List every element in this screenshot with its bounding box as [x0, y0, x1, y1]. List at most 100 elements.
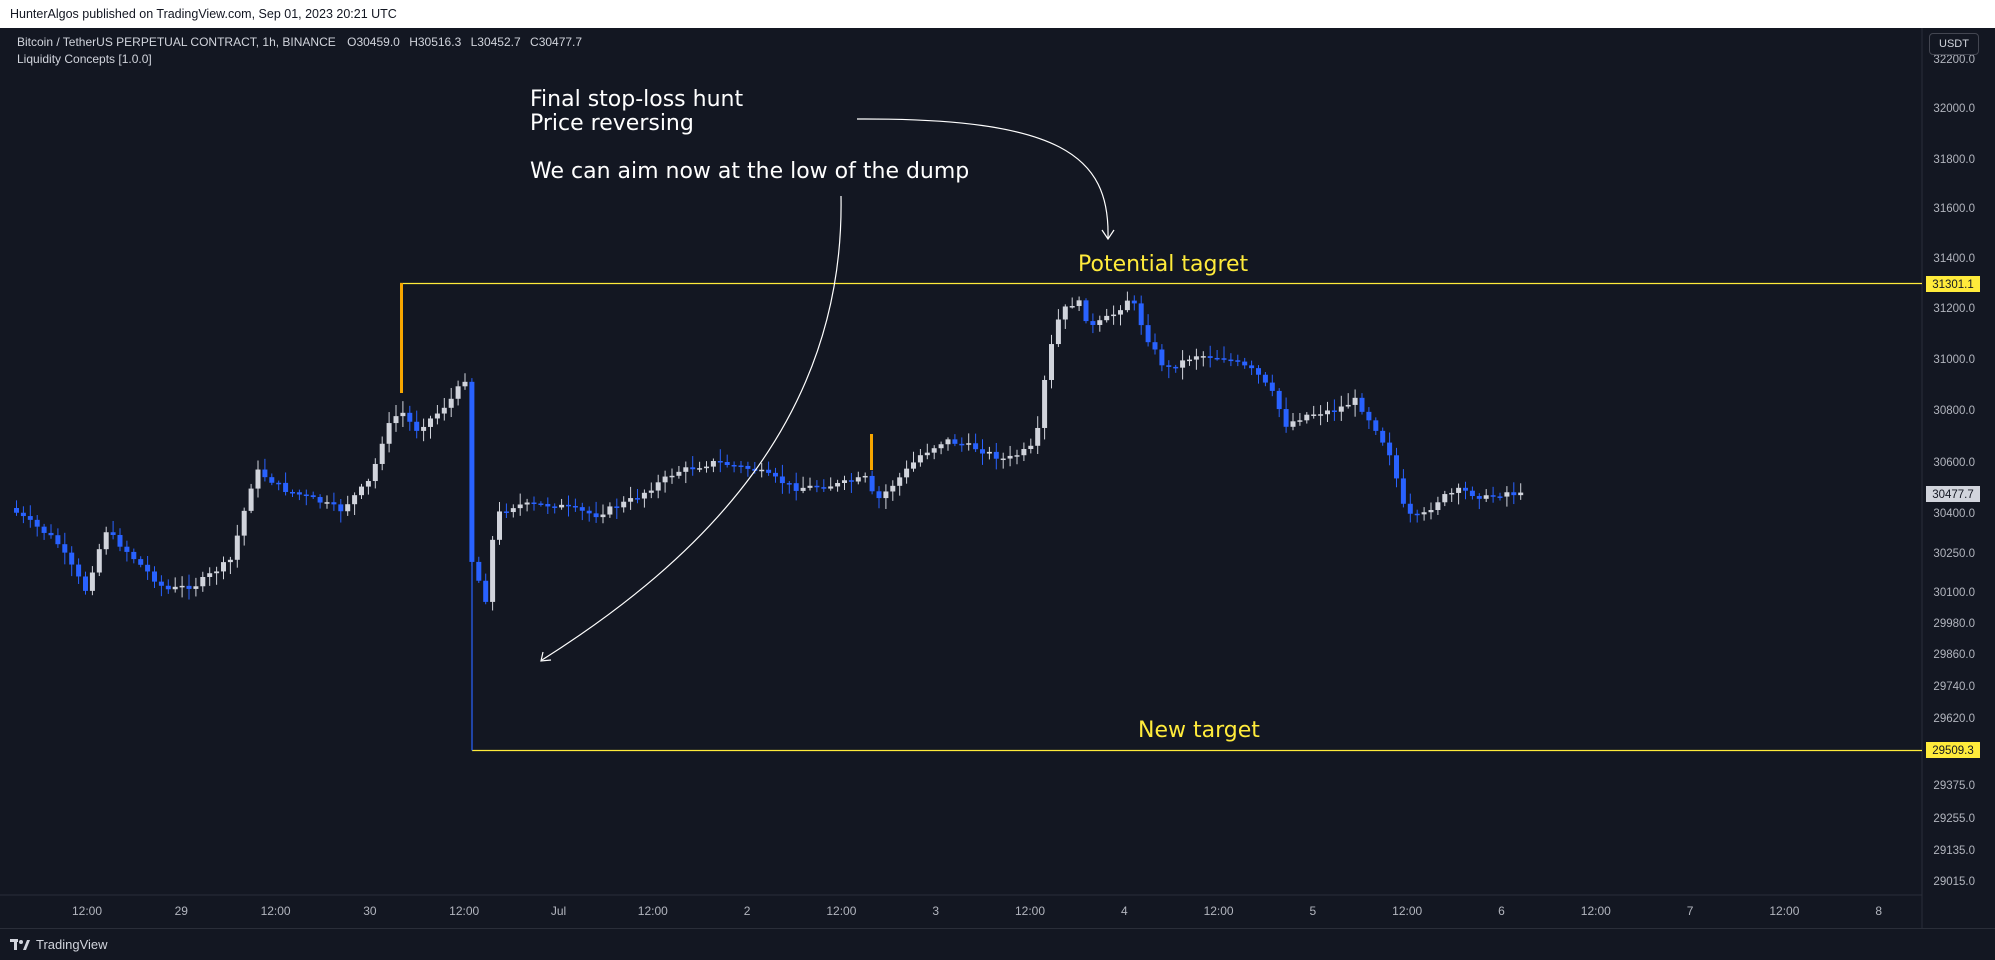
level-tag-top-bg	[1926, 276, 1980, 292]
candle-body	[1297, 420, 1303, 422]
candle-body	[848, 480, 854, 482]
time-tick-label: 12:00	[261, 904, 291, 918]
annotation-arrows	[540, 118, 1115, 662]
candle-body	[842, 480, 847, 484]
candle-body	[1173, 366, 1179, 369]
legend-open: 30459.0	[356, 35, 400, 49]
candle-body	[1421, 512, 1427, 515]
candle-body	[1104, 315, 1110, 321]
candle-body	[476, 561, 482, 581]
candle-body	[821, 487, 827, 489]
arrowhead-right	[1101, 229, 1115, 241]
candle-body	[138, 559, 144, 565]
candle-body	[931, 448, 937, 453]
candle-body	[621, 501, 627, 508]
candle-body	[876, 491, 882, 499]
candle-body	[200, 577, 206, 587]
candle-body	[441, 407, 447, 414]
candle-body	[973, 443, 979, 450]
candle-body	[1021, 449, 1027, 456]
chart-area[interactable]	[0, 28, 1995, 928]
time-tick-label: 12:00	[449, 904, 479, 918]
candle-body	[283, 482, 289, 492]
candle-body	[331, 502, 337, 505]
candle-body	[241, 510, 247, 536]
legend-low-label: L	[470, 35, 478, 49]
candle-body	[165, 585, 171, 590]
candle-body	[117, 534, 123, 547]
candle-body	[1118, 310, 1123, 315]
candle-body	[800, 487, 806, 491]
candle-body	[469, 381, 475, 562]
legend-indicator[interactable]: Liquidity Concepts [1.0.0]	[17, 52, 152, 66]
price-axis[interactable]: 32200.0 32000.0 31800.0 31600.0 31400.0 31200…	[1933, 54, 1975, 888]
candle-body	[945, 439, 951, 445]
candle-body	[1049, 344, 1054, 380]
candle-body	[345, 504, 351, 512]
price-tick-label: 31200.0	[1933, 303, 1975, 315]
candle-body	[48, 532, 54, 536]
candle-body	[1400, 478, 1406, 504]
candle-body	[1228, 359, 1234, 362]
candle-body	[20, 512, 26, 517]
candle-body	[1262, 374, 1268, 383]
candle-body	[1180, 360, 1186, 368]
candle-body	[1138, 303, 1144, 326]
candle-body	[635, 498, 640, 500]
candle-body	[131, 551, 137, 560]
candle-body	[62, 544, 68, 553]
candle-body	[110, 532, 116, 535]
candle-body	[779, 476, 785, 484]
candle-body	[421, 426, 427, 431]
candle-body	[1511, 492, 1517, 496]
candle-body	[655, 482, 661, 491]
candle-body	[1187, 359, 1192, 362]
candle-body	[1083, 300, 1089, 322]
time-tick-label: 4	[1121, 904, 1128, 918]
price-tick-label: 31800.0	[1933, 154, 1975, 166]
tradingview-logo[interactable]: TradingView	[10, 937, 108, 952]
candle-body	[1318, 414, 1324, 416]
level-tag-top: 31301.1	[1932, 279, 1974, 291]
candlestick-chart[interactable]: Final stop-loss hunt Price reversing We …	[0, 28, 1995, 928]
legend-high-label: H	[409, 35, 418, 49]
candle-body	[27, 516, 33, 520]
candle-body	[1394, 455, 1399, 479]
candle-body	[310, 495, 316, 498]
time-axis[interactable]: 12:00 29 12:00 30 12:00 Jul 12:00 2 12:00 3 12:00 4…	[72, 904, 1882, 918]
currency-button[interactable]: USDT	[1929, 33, 1979, 55]
legend-symbol[interactable]: Bitcoin / TetherUS PERPETUAL CONTRACT, 1…	[17, 35, 336, 49]
candle-body	[1435, 502, 1441, 511]
time-tick-label: 2	[744, 904, 751, 918]
candle-body	[648, 490, 654, 493]
candle-body	[1221, 358, 1227, 360]
candle-body	[1387, 442, 1393, 456]
candle-body	[255, 469, 261, 489]
arrow-curve-right	[856, 118, 1109, 239]
time-tick-label: 7	[1687, 904, 1694, 918]
candle-body	[69, 552, 75, 565]
candle-body	[1449, 492, 1455, 495]
candle-body	[1007, 455, 1013, 459]
candle-body	[524, 502, 530, 505]
candle-body	[490, 539, 496, 602]
time-tick-label: Jul	[551, 904, 566, 918]
candle-body	[1497, 496, 1503, 498]
candle-body	[1276, 390, 1282, 410]
candle-body	[510, 508, 516, 513]
price-tick-label: 29620.0	[1933, 713, 1975, 725]
candle-body	[365, 481, 371, 487]
time-tick-label: 12:00	[72, 904, 102, 918]
candle-body	[186, 585, 192, 589]
candle-body	[938, 444, 944, 449]
candle-body	[738, 465, 744, 467]
legend-row-symbol: Bitcoin / TetherUS PERPETUAL CONTRACT, 1…	[17, 34, 588, 51]
annotation-line-3: We can aim now at the low of the dump	[530, 159, 969, 184]
time-tick-label: 30	[363, 904, 377, 918]
candle-body	[207, 573, 213, 578]
candle-body	[227, 559, 233, 563]
candle-body	[724, 462, 730, 466]
time-tick-label: 12:00	[1204, 904, 1234, 918]
candle-body	[1504, 492, 1510, 497]
wick-marker-left	[400, 283, 403, 393]
